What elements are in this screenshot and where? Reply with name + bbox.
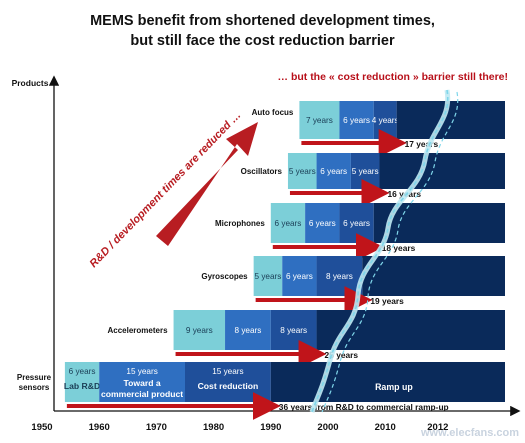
product-label: sensors [19, 383, 50, 392]
ramp-up-bar [270, 362, 505, 402]
x-tick-label: 1980 [203, 422, 224, 433]
x-tick-label: 2000 [317, 422, 338, 433]
phase-duration-label: 15 years [212, 367, 243, 376]
timeline-phase-bar [173, 310, 226, 350]
x-tick-label: 1970 [146, 422, 167, 433]
timeline-phase-bar [270, 203, 306, 243]
product-label: Microphones [215, 219, 265, 228]
ramp-up-bar [396, 101, 505, 139]
phase-duration-label: 5 years [352, 167, 379, 176]
timeline-phase-bar [339, 101, 374, 139]
ramp-up-bar [379, 153, 505, 189]
product-label: Accelerometers [108, 326, 169, 335]
ramp-up-label: Ramp up [375, 382, 413, 392]
x-tick-label: 1960 [89, 422, 110, 433]
total-duration-label: 18 years [382, 243, 416, 253]
x-tick-label: 1950 [31, 422, 52, 433]
product-label: Gyroscopes [201, 272, 248, 281]
watermark: www.elecfans.com [420, 427, 519, 439]
phase-duration-label: 9 years [186, 326, 213, 335]
timeline-phase-bar [99, 362, 185, 402]
x-tick-label: 2010 [375, 422, 396, 433]
reduction-arrow [156, 122, 258, 246]
phase-name-label: commercial product [101, 389, 183, 399]
phase-duration-label: 4 years [372, 116, 399, 125]
slide-title-line-1: MEMS benefit from shortened development … [90, 13, 435, 29]
product-label: Pressure [17, 373, 52, 382]
phase-duration-label: 6 years [275, 219, 302, 228]
phase-duration-label: 6 years [343, 116, 370, 125]
timeline-phase-bar [305, 203, 340, 243]
timeline-phase-bar [253, 256, 283, 296]
phase-name-label: Lab R&D [64, 381, 100, 391]
timeline-phase-bar [225, 310, 271, 350]
phase-duration-label: 6 years [309, 219, 336, 228]
phase-duration-label: 8 years [234, 326, 261, 335]
phase-duration-label: 5 years [255, 272, 282, 281]
product-label: Auto focus [252, 108, 294, 117]
x-tick-label: 2012 [427, 422, 448, 433]
total-duration-label: 19 years [370, 296, 404, 306]
phase-name-label: Toward a [124, 378, 161, 388]
ramp-up-bar [362, 256, 505, 296]
timeline-phase-bar [316, 153, 351, 189]
ramp-up-bar [316, 310, 505, 350]
product-label: Oscillators [241, 167, 283, 176]
phase-duration-label: 8 years [326, 272, 353, 281]
total-duration-label: 25 years [325, 350, 359, 360]
reduction-annotation: R&D / development times are reduced … [88, 109, 244, 270]
cost-barrier-line [309, 89, 451, 413]
phase-duration-label: 5 years [289, 167, 316, 176]
phase-duration-label: 6 years [343, 219, 370, 228]
total-duration-label: 17 years [405, 139, 439, 149]
phase-duration-label: 7 years [306, 116, 333, 125]
timeline-phase-bar [287, 153, 317, 189]
y-axis-label: Products [12, 78, 49, 88]
total-duration-label: 36 years from R&D to commercial ramp-up [279, 402, 449, 412]
phase-duration-label: 15 years [126, 367, 157, 376]
slide-title-line-2: but still face the cost reduction barrie… [130, 33, 395, 49]
timeline-phase-bar [299, 101, 340, 139]
phase-duration-label: 8 years [280, 326, 307, 335]
phase-duration-label: 6 years [286, 272, 313, 281]
x-tick-label: 1990 [260, 422, 281, 433]
timeline-phase-bar [282, 256, 317, 296]
barrier-annotation: … but the « cost reduction » barrier sti… [278, 71, 508, 83]
phase-duration-label: 6 years [320, 167, 347, 176]
phase-duration-label: 6 years [69, 367, 96, 376]
timeline-phase-bar [64, 362, 100, 402]
phase-name-label: Cost reduction [198, 381, 259, 391]
